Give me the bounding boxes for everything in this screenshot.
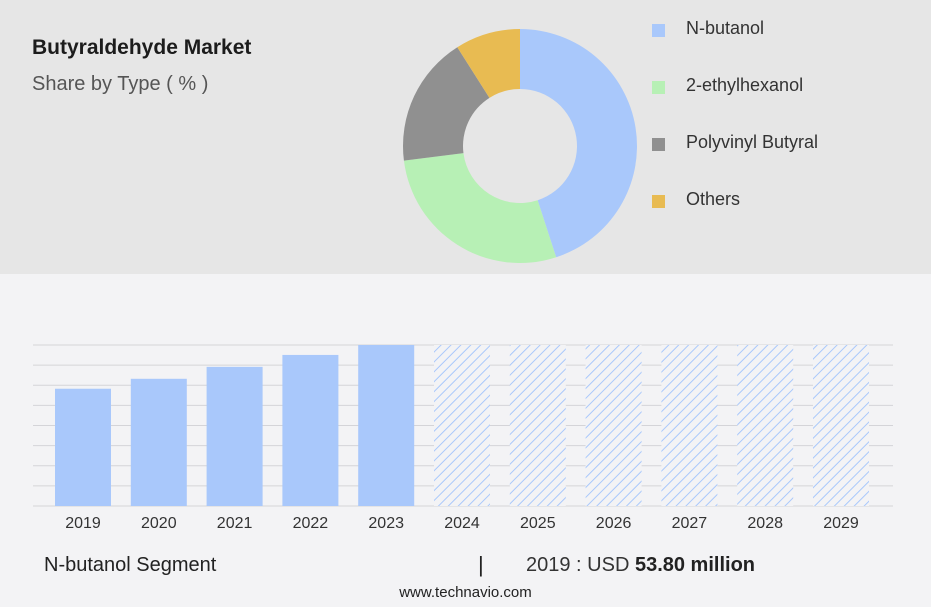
segment-value-prefix: 2019 : USD	[526, 554, 630, 576]
forecast-bar-2029	[813, 345, 869, 506]
source-link[interactable]: www.technavio.com	[399, 584, 532, 601]
x-tick-label: 2020	[141, 515, 177, 532]
legend-label: N-butanol	[686, 18, 765, 38]
forecast-bar-2028	[737, 345, 794, 506]
legend-swatch	[652, 195, 665, 208]
segment-label: N-butanol Segment	[44, 554, 217, 576]
x-tick-label: 2025	[520, 515, 556, 532]
legend-swatch	[652, 138, 665, 151]
bar-2022	[282, 354, 339, 506]
forecast-bar-2024	[434, 345, 490, 506]
bar-2019	[55, 388, 111, 506]
x-tick-label: 2019	[65, 515, 101, 532]
donut-slice-2-ethylhexanol	[403, 153, 557, 263]
segment-value: 2019 : USD 53.80 million	[526, 554, 755, 577]
x-tick-label: 2029	[823, 515, 859, 532]
x-tick-label: 2026	[596, 515, 632, 532]
x-tick-label: 2023	[368, 515, 404, 532]
bar-chart: 2019 2020 2021 2022 2023 2024 2025 2026 2027 2028…	[33, 344, 893, 532]
bar-2023	[358, 345, 415, 506]
bar-2021	[206, 366, 263, 506]
donut-chart	[403, 29, 637, 263]
x-tick-label: 2024	[444, 515, 480, 532]
legend-label: Polyvinyl Butyral	[686, 132, 819, 152]
bar-2020	[130, 378, 187, 506]
legend-label: Others	[686, 189, 741, 209]
x-tick-label: 2027	[672, 515, 708, 532]
forecast-bar-2026	[585, 345, 642, 506]
forecast-bar-2027	[661, 345, 718, 506]
forecast-bar-2025	[509, 345, 566, 506]
x-tick-label: 2022	[293, 515, 329, 532]
x-tick-label: 2021	[217, 515, 253, 532]
segment-value-amount: 53.80 million	[634, 554, 756, 576]
x-tick-label: 2028	[747, 515, 783, 532]
donut-slice-polyvinyl-butyral	[403, 47, 490, 161]
footer-separator: |	[478, 552, 484, 577]
legend-swatch	[652, 81, 665, 94]
legend-swatch	[652, 24, 665, 37]
chart-title: Butyraldehyde Market	[32, 36, 252, 59]
legend-label: 2-ethylhexanol	[686, 75, 804, 95]
donut-slice-others	[457, 29, 520, 98]
donut-slice-n-butanol	[520, 29, 637, 258]
chart-subtitle: Share by Type ( % )	[32, 73, 209, 95]
